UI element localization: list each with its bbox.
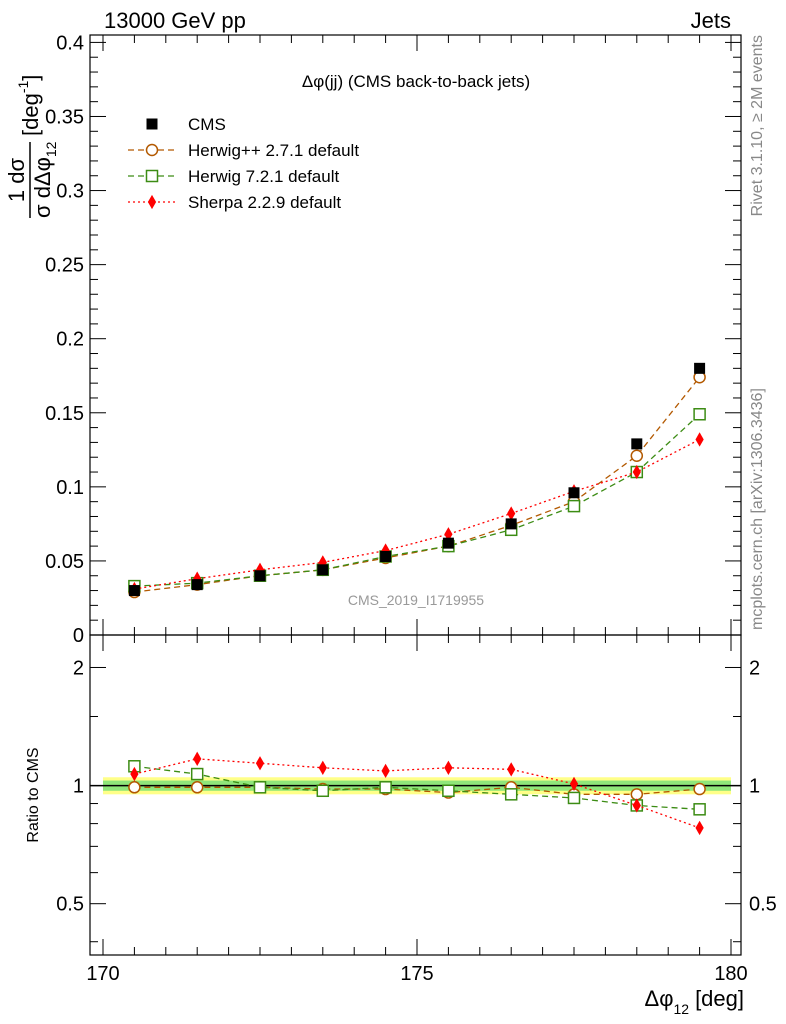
side-label-rivet: Rivet 3.1.10, ≥ 2M events [749, 35, 766, 216]
main-point-cms [380, 550, 392, 562]
legend-entry-herwig-2-7-1-default: Herwig++ 2.7.1 default [128, 141, 359, 160]
ratio-point-herwig-7-2-1-default [316, 784, 330, 798]
main-point-cms [505, 518, 517, 530]
x-tick-label: 180 [714, 963, 747, 985]
ratio-point-sherpa-2-2-9-default [632, 798, 641, 813]
plot-title: Δφ(jj) (CMS back-to-back jets) [302, 72, 530, 91]
ratio-point-sherpa-2-2-9-default [255, 756, 265, 771]
ratio-point-herwig-2-7-1-default [128, 781, 141, 794]
main-y-tick-label: 0.35 [45, 106, 84, 128]
ylabel-denominator: σ dΔφ12 [30, 141, 59, 218]
ratio-y-tick-label: 2 [73, 657, 84, 679]
main-point-herwig-7-2-1-default [693, 408, 706, 421]
legend-marker-herwig-2-7-1-default [145, 143, 159, 157]
ratio-point-sherpa-2-2-9-default [130, 766, 139, 782]
main-y-tick-label: 0.4 [56, 32, 84, 54]
ratio-y-tick-label-right: 2 [749, 657, 760, 679]
ratio-y-tick-label-right: 1 [749, 776, 760, 798]
main-series [128, 362, 706, 599]
legend-label-herwig-2-7-1-default: Herwig++ 2.7.1 default [188, 141, 359, 160]
side-label-mcplots: mcplots.cern.ch [arXiv:1306.3436] [749, 388, 766, 630]
main-y-tick-label: 0.2 [56, 329, 84, 351]
main-series-herwig-7-2-1-default [128, 408, 706, 593]
ratio-point-herwig-7-2-1-default [379, 781, 392, 794]
ratio-y-tick-label-right: 0.5 [749, 894, 777, 916]
ratio-point-herwig-7-2-1-default [693, 803, 706, 816]
main-line-herwig-7-2-1-default [134, 413, 701, 587]
main-y-tick-label: 0.25 [45, 255, 84, 277]
ratio-point-sherpa-2-2-9-default [381, 763, 390, 779]
legend-entry-sherpa-2-2-9-default: Sherpa 2.2.9 default [128, 193, 341, 212]
legend-marker-sherpa-2-2-9-default [147, 194, 157, 210]
ratio-point-herwig-7-2-1-default [253, 781, 267, 794]
watermark-label: CMS_2019_I1719955 [348, 592, 484, 608]
header-left-title: 13000 GeV pp [104, 8, 246, 33]
header-right-title: Jets [691, 8, 731, 33]
main-point-cms [568, 487, 580, 499]
main-y-tick-label: 0 [73, 625, 84, 647]
ratio-point-herwig-2-7-1-default [693, 782, 706, 796]
ratio-point-herwig-7-2-1-default [567, 791, 581, 805]
ratio-point-herwig-2-7-1-default [630, 788, 644, 801]
main-line-herwig-2-7-1-default [134, 376, 701, 593]
ylabel-unit: [deg-1] [15, 75, 43, 136]
ratio-y-tick-label: 0.5 [56, 894, 84, 916]
legend-label-herwig-7-2-1-default: Herwig 7.2.1 default [188, 167, 339, 186]
main-y-tick-label: 0.3 [56, 181, 84, 203]
ratio-line-herwig-7-2-1-default [134, 765, 700, 810]
ratio-y-axis-label: Ratio to CMS [25, 747, 42, 842]
legend-marker-cms [146, 118, 158, 130]
ratio-point-herwig-7-2-1-default [504, 788, 518, 801]
main-point-cms [694, 362, 706, 374]
main-y-tick-label: 0.1 [56, 477, 84, 499]
main-series-sherpa-2-2-9-default [130, 432, 704, 597]
legend-marker-herwig-7-2-1-default [145, 169, 159, 183]
legend-label-cms: CMS [188, 115, 226, 134]
legend: CMS Herwig++ 2.7.1 default Herwig 7.2.1 de… [128, 115, 359, 212]
x-axis-label: Δφ12 [deg] [645, 986, 744, 1017]
main-y-tick-label: 0.15 [45, 403, 84, 425]
ratio-point-sherpa-2-2-9-default [444, 760, 453, 775]
main-point-cms [254, 570, 266, 582]
ratio-y-tick-label: 1 [73, 776, 84, 798]
ratio-point-sherpa-2-2-9-default [318, 760, 327, 775]
main-series-herwig-2-7-1-default [128, 370, 706, 599]
main-point-sherpa-2-2-9-default [632, 464, 641, 480]
ratio-reference-band [90, 777, 741, 795]
ratio-series-herwig-7-2-1-default [128, 760, 706, 816]
main-point-cms [317, 564, 329, 576]
legend-label-sherpa-2-2-9-default: Sherpa 2.2.9 default [188, 193, 341, 212]
ylabel-numerator: 1 dσ [4, 158, 29, 203]
main-y-tick-label: 0.05 [45, 551, 84, 573]
ratio-series-sherpa-2-2-9-default [130, 751, 704, 836]
x-tick-label: 170 [86, 963, 119, 985]
ratio-point-herwig-2-7-1-default [190, 781, 204, 794]
main-point-cms [128, 585, 140, 597]
main-point-cms [631, 438, 643, 450]
main-point-sherpa-2-2-9-default [507, 506, 516, 521]
axis-ticks: 0 0.05 0.1 0.15 0.2 0.25 0.3 0.35 0.4 170 175 180 0.… [45, 32, 777, 985]
main-series-cms [128, 362, 706, 597]
ratio-point-sherpa-2-2-9-default [569, 776, 579, 792]
main-line-sherpa-2-2-9-default [134, 438, 700, 590]
main-point-cms [191, 579, 203, 591]
legend-entry-herwig-7-2-1-default: Herwig 7.2.1 default [128, 167, 339, 186]
ratio-series [128, 751, 706, 836]
main-point-cms [442, 537, 454, 549]
ratio-point-sherpa-2-2-9-default [507, 762, 516, 777]
ratio-line-sherpa-2-2-9-default [134, 758, 700, 829]
ratio-point-herwig-7-2-1-default [442, 784, 455, 798]
legend-entry-cms: CMS [146, 115, 226, 134]
main-y-axis-label: 1 dσ σ dΔφ12 [deg-1] [4, 75, 59, 218]
main-point-sherpa-2-2-9-default [695, 432, 704, 447]
main-point-herwig-7-2-1-default [567, 499, 581, 513]
x-tick-label: 175 [400, 963, 433, 985]
ratio-point-herwig-7-2-1-default [190, 767, 204, 781]
ratio-point-sherpa-2-2-9-default [193, 751, 202, 766]
main-point-herwig-2-7-1-default [630, 449, 644, 462]
ratio-point-sherpa-2-2-9-default [695, 820, 704, 836]
ratio-panel-frame [89, 634, 742, 956]
